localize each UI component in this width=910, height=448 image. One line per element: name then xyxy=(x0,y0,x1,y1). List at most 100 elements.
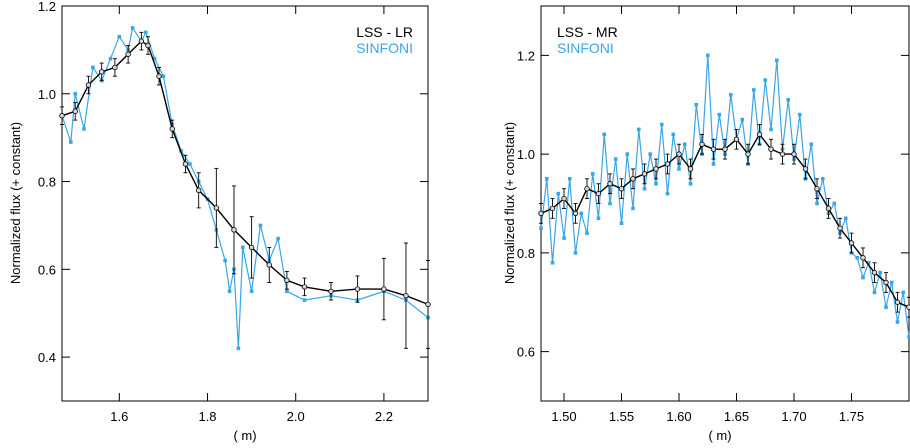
chart-panel-lss-mr: 1.50 1.55 1.60 1.65 1.70 1.75 0.6 0.8 1.0 1.2 Nor… xyxy=(502,5,910,443)
sinfoni-point xyxy=(884,305,888,309)
sinfoni-point xyxy=(705,53,710,58)
sinfoni-point xyxy=(642,186,647,191)
lss-point xyxy=(848,240,855,246)
sinfoni-point xyxy=(659,122,664,127)
lss-point xyxy=(72,108,78,115)
y-tick-label: 0.6 xyxy=(38,262,56,277)
lss-point xyxy=(381,286,387,292)
sinfoni-point xyxy=(901,290,906,295)
lss-point xyxy=(169,126,175,132)
lss-point xyxy=(138,38,145,44)
lss-line xyxy=(540,133,910,308)
lss-point xyxy=(837,225,843,231)
sinfoni-point xyxy=(832,201,837,206)
lss-point xyxy=(722,146,728,152)
lss-point xyxy=(860,255,866,261)
lss-point xyxy=(59,113,65,119)
y-tick-label: 1.2 xyxy=(517,48,535,63)
lss-point xyxy=(756,131,763,138)
sinfoni-point xyxy=(711,162,716,166)
y-tick-label: 1.0 xyxy=(38,87,56,102)
sinfoni-point xyxy=(69,140,73,144)
sinfoni-point xyxy=(654,181,658,186)
sinfoni-point xyxy=(550,260,555,265)
y-axis-label: Normalized flux (+ constant) xyxy=(502,122,517,284)
sinfoni-point xyxy=(613,157,618,161)
lss-point xyxy=(231,227,237,233)
plot-frame xyxy=(61,5,429,402)
y-tick-label: 0.8 xyxy=(38,175,56,190)
y-tick-label: 0.4 xyxy=(38,350,56,365)
tick-layer: 1.6 1.8 2.0 2.2 0.4 0.6 0.8 1.0 1.2 xyxy=(38,0,428,424)
x-tick-label: 2.0 xyxy=(287,409,305,424)
lss-point xyxy=(710,146,717,152)
lss-point xyxy=(561,195,567,202)
lss-point xyxy=(284,277,290,284)
sinfoni-point xyxy=(866,260,871,265)
x-tick-label: 1.70 xyxy=(781,409,806,424)
x-tick-label: 2.2 xyxy=(375,409,393,424)
lss-point xyxy=(825,205,832,212)
lss-point xyxy=(618,185,625,192)
sinfoni-point xyxy=(815,201,819,206)
lss-point xyxy=(85,82,92,88)
sinfoni-point xyxy=(117,34,122,39)
sinfoni-point xyxy=(579,211,584,216)
lss-point xyxy=(112,64,118,71)
sinfoni-point xyxy=(682,142,687,147)
sinfoni-point xyxy=(108,56,113,61)
lss-point xyxy=(98,69,105,75)
sinfoni-point xyxy=(717,112,722,117)
sinfoni-point xyxy=(861,275,865,280)
sinfoni-point xyxy=(872,290,877,295)
sinfoni-point xyxy=(596,216,601,221)
sinfoni-point xyxy=(285,289,289,294)
legend-entry-sinfoni: SINFONI xyxy=(356,40,413,56)
legend-entry-sinfoni: SINFONI xyxy=(557,40,614,56)
y-tick-label: 0.6 xyxy=(517,345,535,360)
sinfoni-point xyxy=(855,256,860,260)
sinfoni-point xyxy=(671,132,676,137)
lss-point xyxy=(791,151,797,157)
sinfoni-point xyxy=(688,181,693,186)
lss-point xyxy=(584,185,590,192)
sinfoni-point xyxy=(258,223,263,228)
x-tick-label: 1.60 xyxy=(666,409,691,424)
legend-entry-lss-mr: LSS - MR xyxy=(557,24,618,40)
y-tick-label: 0.8 xyxy=(517,246,535,261)
lss-point xyxy=(883,279,889,286)
lss-point xyxy=(814,185,820,192)
sinfoni-point xyxy=(648,152,653,156)
lss-point xyxy=(630,176,636,182)
sinfoni-point xyxy=(619,221,624,226)
series-layer xyxy=(59,26,431,351)
lss-point xyxy=(802,166,809,172)
x-tick-label: 1.6 xyxy=(110,409,128,424)
sinfoni-point xyxy=(240,245,245,250)
lss-point xyxy=(213,205,220,211)
sinfoni-point xyxy=(73,91,78,96)
lss-point xyxy=(572,210,579,217)
sinfoni-point xyxy=(590,172,595,176)
chart-panel-lss-lr: 1.6 1.8 2.0 2.2 0.4 0.6 0.8 1.0 1.2 Normalized f… xyxy=(8,0,431,443)
lss-point xyxy=(301,284,308,290)
sinfoni-point xyxy=(895,320,900,324)
sinfoni-point xyxy=(751,88,756,92)
sinfoni-point xyxy=(694,102,699,107)
legend-entry-lss-lr: LSS - LR xyxy=(356,24,413,40)
lss-line xyxy=(61,40,429,306)
legend: LSS - MR SINFONI xyxy=(557,24,618,56)
sinfoni-point xyxy=(889,280,894,285)
lss-point xyxy=(676,151,682,157)
lss-point xyxy=(653,166,659,172)
sinfoni-point xyxy=(188,162,192,166)
sinfoni-point xyxy=(556,191,561,196)
lss-point xyxy=(641,171,648,177)
sinfoni-point xyxy=(763,78,768,82)
x-tick-label: 1.75 xyxy=(839,409,864,424)
x-axis-label: ( m) xyxy=(233,428,256,443)
sinfoni-point xyxy=(774,58,779,63)
sinfoni-point xyxy=(878,270,883,275)
sinfoni-point xyxy=(161,74,166,79)
